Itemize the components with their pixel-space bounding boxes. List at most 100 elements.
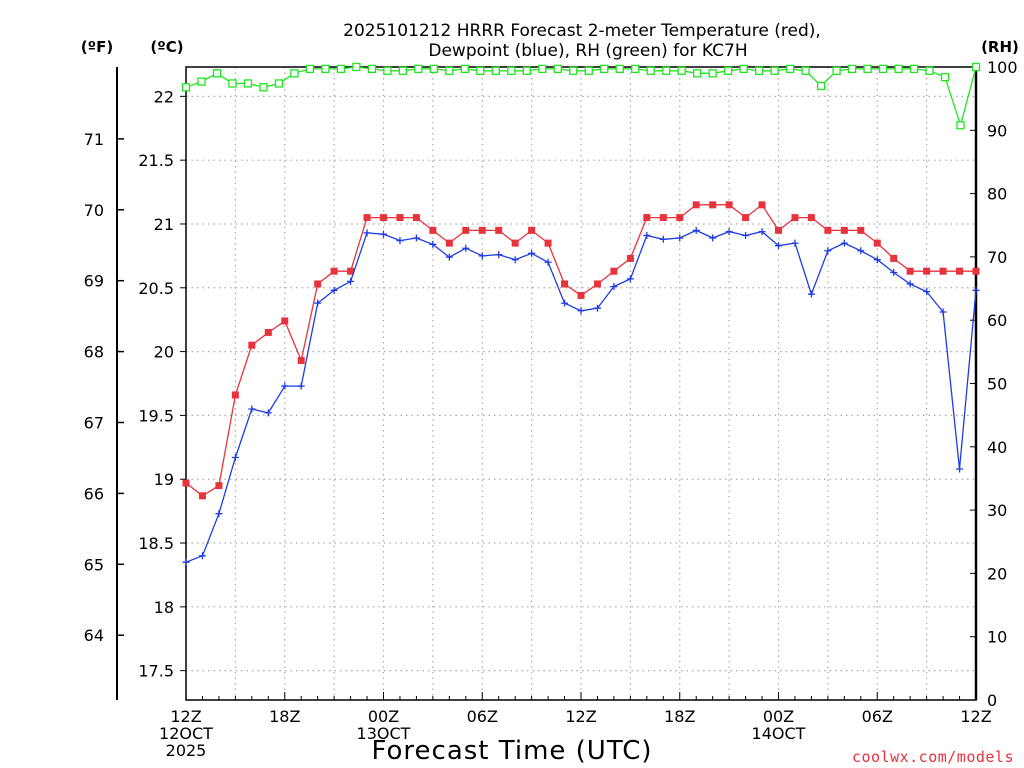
rh-tick-label: 50 (987, 375, 1007, 394)
rh-point (739, 64, 748, 74)
x-tick-label: 00Z (763, 707, 794, 726)
temperature-point (462, 226, 470, 234)
celsius-tick-label: 20 (154, 343, 174, 362)
temperature-point (939, 267, 947, 275)
rh-tick-label: 60 (987, 311, 1007, 330)
rh-point (243, 79, 253, 88)
dewpoint-point (906, 280, 914, 288)
rh-point (909, 64, 919, 74)
rh-point (677, 66, 686, 75)
rh-point (971, 62, 981, 72)
temperature-point (511, 239, 519, 247)
tick-labels: 17.5 18 18.5 19 19.5 20 20.5 21 21.5 22 64 65 66 67 68… (84, 58, 1018, 760)
fahrenheit-tick-label: 66 (84, 484, 104, 503)
rh-point (631, 64, 640, 74)
dewpoint-point (429, 240, 437, 248)
grid-lines (186, 67, 976, 700)
temperature-point (725, 201, 733, 209)
temperature-point (198, 492, 206, 500)
dewpoint-point (890, 268, 898, 276)
temperature-point (363, 214, 371, 222)
dewpoint-point (281, 382, 289, 390)
rh-point (491, 66, 500, 75)
rh-point (212, 69, 222, 78)
rh-tick-label: 100 (987, 58, 1018, 77)
x-axis-title: Forecast Time (UTC) (371, 736, 652, 766)
rh-point (181, 83, 191, 92)
temperature-point (692, 201, 700, 209)
temperature-point (791, 214, 799, 222)
x-tick-label: 06Z (467, 707, 498, 726)
temperature-point (890, 254, 898, 262)
rh-point (290, 69, 299, 78)
rh-point (894, 64, 903, 74)
rh-point (197, 77, 206, 86)
dewpoint-point (380, 230, 387, 238)
temperature-point (610, 267, 618, 275)
dewpoint-point (659, 235, 667, 243)
rh-point (538, 64, 547, 74)
celsius-tick-label: 21.5 (138, 151, 174, 170)
rh-point (878, 64, 888, 74)
temperature-point (281, 317, 289, 325)
temperature-point (742, 214, 750, 222)
dewpoint-point (462, 244, 470, 252)
rh-point (305, 64, 315, 74)
dewpoint-point (692, 226, 700, 234)
rh-point (553, 64, 562, 74)
temperature-point (330, 267, 338, 275)
rh-point (429, 64, 438, 74)
rh-point (336, 64, 346, 74)
celsius-tick-label: 17.5 (138, 662, 174, 681)
rh-point (383, 66, 392, 75)
rh-point (662, 66, 671, 75)
rh-point (785, 64, 795, 74)
rh-point (228, 79, 237, 88)
celsius-tick-label: 19 (154, 470, 174, 489)
rh-tick-label: 20 (987, 564, 1007, 583)
temperature-point (758, 201, 766, 209)
rh-tick-label: 10 (987, 628, 1007, 647)
dewpoint-point (643, 231, 651, 239)
fahrenheit-tick-label: 65 (84, 555, 104, 574)
dewpoint-point (182, 558, 190, 566)
dewpoint-point (923, 288, 931, 296)
fahrenheit-tick-label: 71 (84, 130, 104, 149)
rh-point (832, 66, 841, 75)
rh-point (569, 66, 578, 75)
rh-point (724, 66, 733, 75)
dewpoint-point (824, 247, 832, 255)
dewpoint-point (676, 234, 684, 242)
fahrenheit-tick-label: 68 (84, 343, 104, 362)
x-tick-label: 12Z (960, 707, 991, 726)
series-layer (181, 62, 981, 566)
dewpoint-point (495, 251, 503, 259)
rh-tick-label: 40 (987, 438, 1007, 457)
dewpoint-point (297, 382, 305, 390)
temperature-point (659, 214, 667, 222)
rh-point (615, 64, 624, 74)
temperature-point (676, 214, 684, 222)
temperature-point (906, 267, 914, 275)
rh-point (507, 66, 516, 75)
rh-point (693, 69, 702, 78)
dewpoint-point (725, 228, 733, 236)
fahrenheit-axis-label: (ºF) (81, 38, 113, 56)
temperature-point (495, 226, 503, 234)
celsius-tick-label: 18 (154, 598, 174, 617)
dewpoint-point (231, 454, 239, 462)
rh-point (956, 121, 965, 130)
dewpoint-point (511, 256, 519, 264)
rh-tick-label: 30 (987, 501, 1007, 520)
dewpoint-point (709, 234, 717, 242)
x-tick-label: 06Z (862, 707, 893, 726)
temperature-point (626, 254, 634, 262)
temperature-point (347, 267, 355, 275)
temperature-point (297, 357, 305, 365)
temperature-point (593, 280, 601, 288)
fahrenheit-tick-label: 64 (84, 626, 104, 645)
rh-point (321, 64, 330, 74)
temperature-point (528, 226, 536, 234)
dewpoint-point (742, 231, 750, 239)
